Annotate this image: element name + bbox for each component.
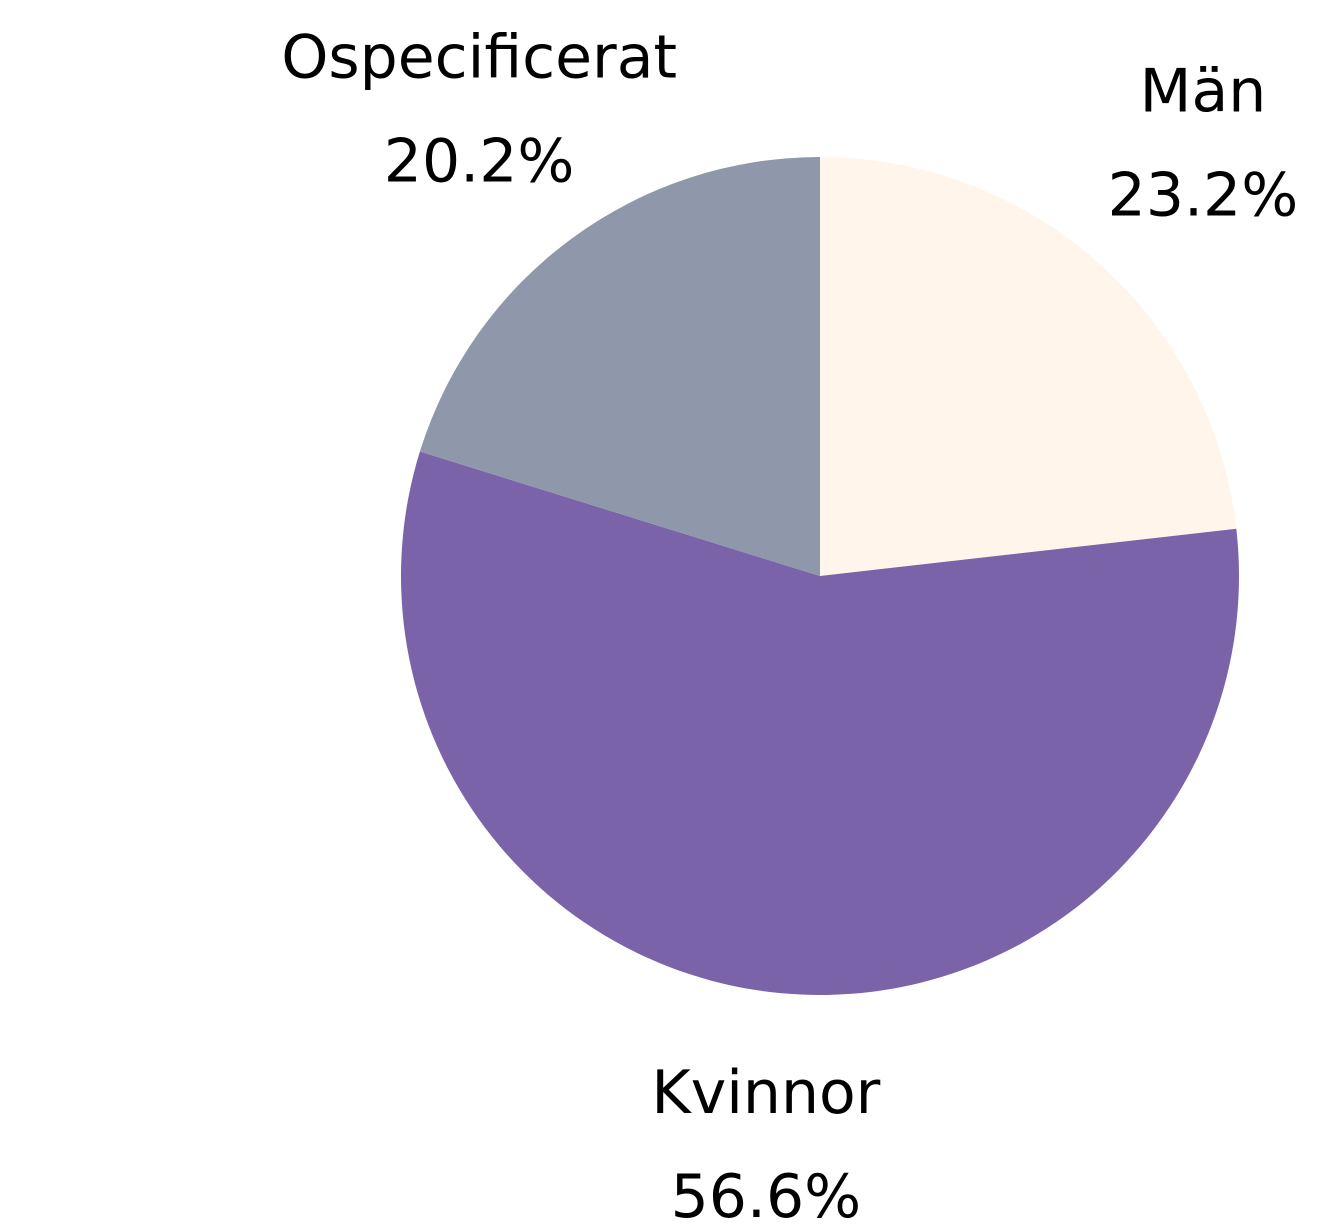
slice-label: Män bbox=[1140, 57, 1267, 127]
slice-label: Ospecificerat bbox=[281, 23, 677, 93]
pie-slice bbox=[400, 451, 1239, 996]
slice-value-label: 23.2% bbox=[1108, 161, 1299, 231]
pie-slice bbox=[419, 157, 820, 576]
slice-label: Kvinnor bbox=[651, 1058, 880, 1128]
pie-slice bbox=[820, 157, 1237, 576]
slice-value-label: 20.2% bbox=[384, 127, 575, 197]
slice-value-label: 56.6% bbox=[671, 1162, 862, 1228]
